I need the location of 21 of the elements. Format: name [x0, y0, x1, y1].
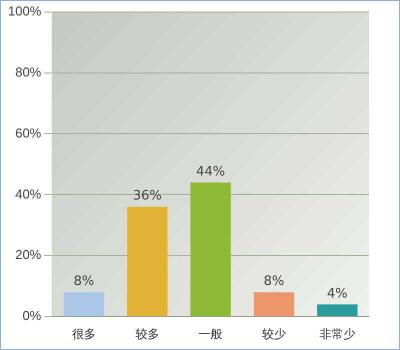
y-tick-label: 0% — [22, 308, 42, 324]
y-tick-label: 20% — [15, 247, 42, 262]
x-tick-label: 较多 — [135, 327, 160, 342]
bar — [64, 292, 104, 316]
y-tick-label: 100% — [8, 3, 42, 18]
bar — [254, 292, 294, 316]
x-tick-label: 很多 — [72, 327, 96, 342]
y-tick-label: 80% — [15, 64, 42, 80]
x-tick-label: 一般 — [198, 327, 223, 342]
bar — [190, 182, 231, 316]
x-tick-label: 非常少 — [319, 327, 356, 342]
data-label: 36% — [132, 188, 162, 204]
data-label: 44% — [196, 164, 226, 180]
data-label: 4% — [327, 286, 348, 302]
y-tick-label: 60% — [15, 125, 42, 140]
x-tick-label: 较少 — [262, 327, 286, 342]
data-label: 8% — [264, 274, 284, 290]
data-label: 8% — [74, 274, 94, 290]
bar — [127, 206, 168, 316]
y-tick-label: 40% — [15, 186, 42, 202]
bar — [317, 304, 358, 316]
